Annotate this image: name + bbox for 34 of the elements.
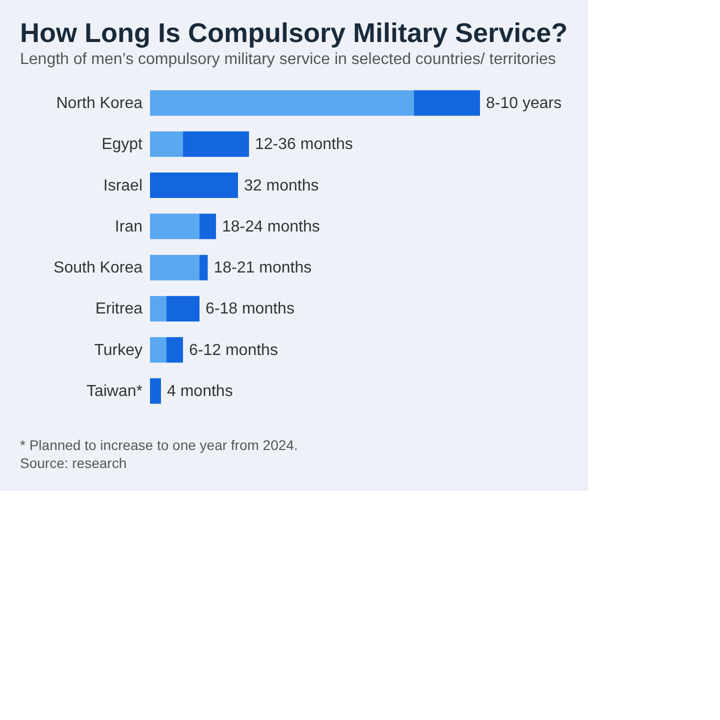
bar	[150, 296, 166, 322]
chart-subtitle: Length of men’s compulsory military service in selected countries/ territories	[20, 51, 556, 68]
bar	[150, 378, 161, 404]
bar	[150, 90, 414, 116]
data-label: 4 months	[167, 383, 233, 400]
y-tick-label: Eritrea	[95, 300, 143, 318]
data-label: 32 months	[244, 177, 319, 194]
y-tick-label: Turkey	[94, 342, 142, 359]
data-label: 18-24 months	[222, 218, 320, 236]
y-tick-label: Israel	[103, 177, 142, 194]
data-label: 18-21 months	[214, 260, 312, 277]
bar	[183, 131, 249, 157]
data-label: 6-18 months	[206, 300, 294, 318]
text: * Planned to increase to one year from 2024.	[20, 437, 298, 453]
bar	[414, 90, 480, 116]
bar	[150, 214, 200, 240]
data-label: 12-36 months	[255, 136, 353, 154]
y-tick-label: North Korea	[56, 94, 143, 112]
y-tick-label: Iran	[114, 218, 142, 236]
bar	[150, 337, 166, 363]
y-tick-label: Taiwan*	[86, 383, 142, 400]
bar	[200, 254, 208, 280]
y-tick-label: South Korea	[54, 260, 143, 277]
data-label: 8-10 years	[486, 94, 562, 112]
bar	[166, 337, 183, 363]
source-note: Source: research	[20, 455, 127, 471]
bar	[150, 254, 200, 280]
bar	[150, 131, 183, 157]
chart-title: How Long Is Compulsory Military Service?	[20, 18, 568, 48]
bar	[166, 296, 200, 322]
data-label: 6-12 months	[189, 342, 278, 359]
bar	[200, 214, 216, 240]
bar	[150, 172, 238, 198]
y-tick-label: Egypt	[102, 136, 144, 154]
